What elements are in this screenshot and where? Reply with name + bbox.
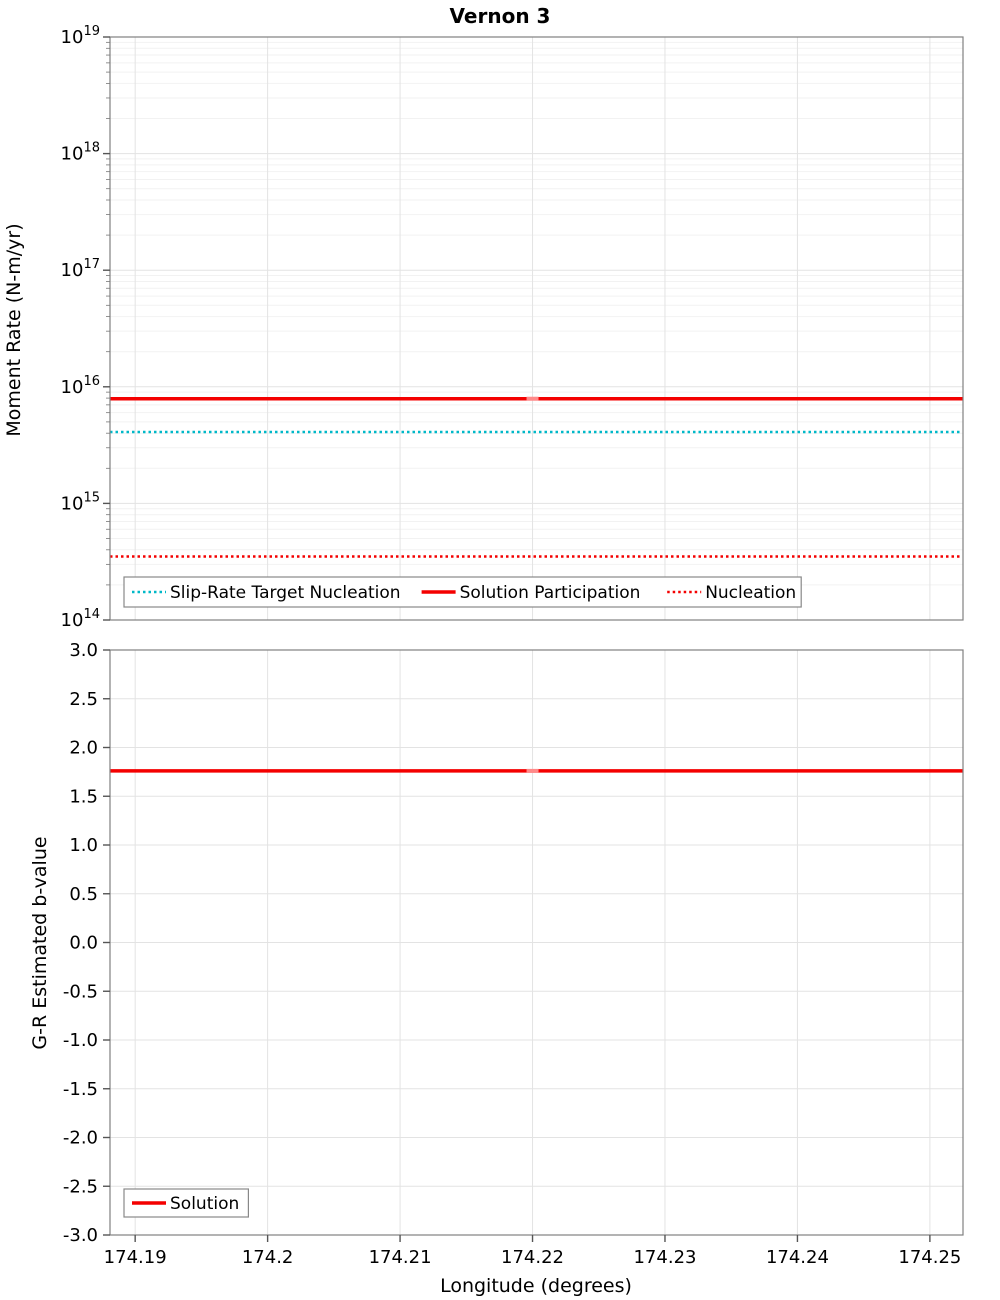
gridlines: [110, 37, 963, 620]
xlabel: Longitude (degrees): [440, 1275, 632, 1297]
legend-label: Solution: [170, 1194, 239, 1214]
y-tick-label: 2.0: [69, 738, 98, 759]
legend: Slip-Rate Target Nucleation Solution Part…: [123, 576, 802, 608]
x-tick-label: 174.21: [369, 1247, 432, 1268]
plot-border: [109, 36, 964, 621]
x-tick-label: 174.19: [104, 1247, 167, 1268]
y-tick-label: 1016: [61, 374, 100, 398]
y-tick-label: -1.5: [63, 1079, 98, 1100]
chart-title: Vernon 3: [450, 4, 551, 28]
legend: Solution: [123, 1188, 250, 1218]
y-tick-label: -1.0: [63, 1030, 98, 1051]
legend-label: Solution Participation: [460, 583, 641, 603]
series-marker: [526, 396, 539, 401]
x-tick-label: 174.24: [766, 1247, 829, 1268]
y-axis: 1014 1015 1016 1017 1018 1019: [61, 24, 110, 631]
y-tick-label: 1017: [61, 257, 100, 281]
moment-rate-ylabel: Moment Rate (N-m/yr): [3, 223, 25, 436]
series-marker: [526, 768, 539, 773]
x-axis: 174.19 174.2 174.21 174.22 174.23 174.24 174.2…: [104, 1235, 961, 1268]
legend-label: Nucleation: [705, 583, 796, 603]
y-tick-label: 1.0: [69, 835, 98, 856]
x-tick-label: 174.23: [633, 1247, 696, 1268]
y-tick-label: 1014: [61, 607, 100, 631]
bvalue-plot: -3.0 -2.5 -2.0 -1.5 -1.0 -0.5 0.0 0.5 1.0 1.5 2.0 2…: [63, 640, 964, 1268]
bvalue-ylabel: G-R Estimated b-value: [29, 836, 51, 1049]
y-tick-label: 0.5: [69, 884, 98, 905]
y-tick-label: 0.0: [69, 933, 98, 954]
y-tick-label: 1018: [61, 141, 100, 165]
y-tick-label: 2.5: [69, 689, 98, 710]
y-tick-label: 1015: [61, 490, 100, 514]
legend-box: [123, 576, 802, 608]
y-tick-label: -0.5: [63, 981, 98, 1002]
y-tick-label: 1.5: [69, 786, 98, 807]
x-tick-label: 174.25: [898, 1247, 961, 1268]
y-tick-label: -2.0: [63, 1128, 98, 1149]
legend-label: Slip-Rate Target Nucleation: [170, 583, 401, 603]
y-tick-label: -3.0: [63, 1225, 98, 1246]
gridlines: [110, 650, 963, 1235]
y-tick-label: 3.0: [69, 640, 98, 661]
y-tick-label: 1019: [61, 24, 100, 48]
y-tick-label: -2.5: [63, 1176, 98, 1197]
moment-rate-plot: 1014 1015 1016 1017 1018 1019 Slip-Rate Target…: [61, 24, 964, 631]
x-tick-label: 174.2: [242, 1247, 294, 1268]
x-tick-label: 174.22: [501, 1247, 564, 1268]
y-axis: -3.0 -2.5 -2.0 -1.5 -1.0 -0.5 0.0 0.5 1.0 1.5 2.0 2…: [63, 640, 110, 1246]
